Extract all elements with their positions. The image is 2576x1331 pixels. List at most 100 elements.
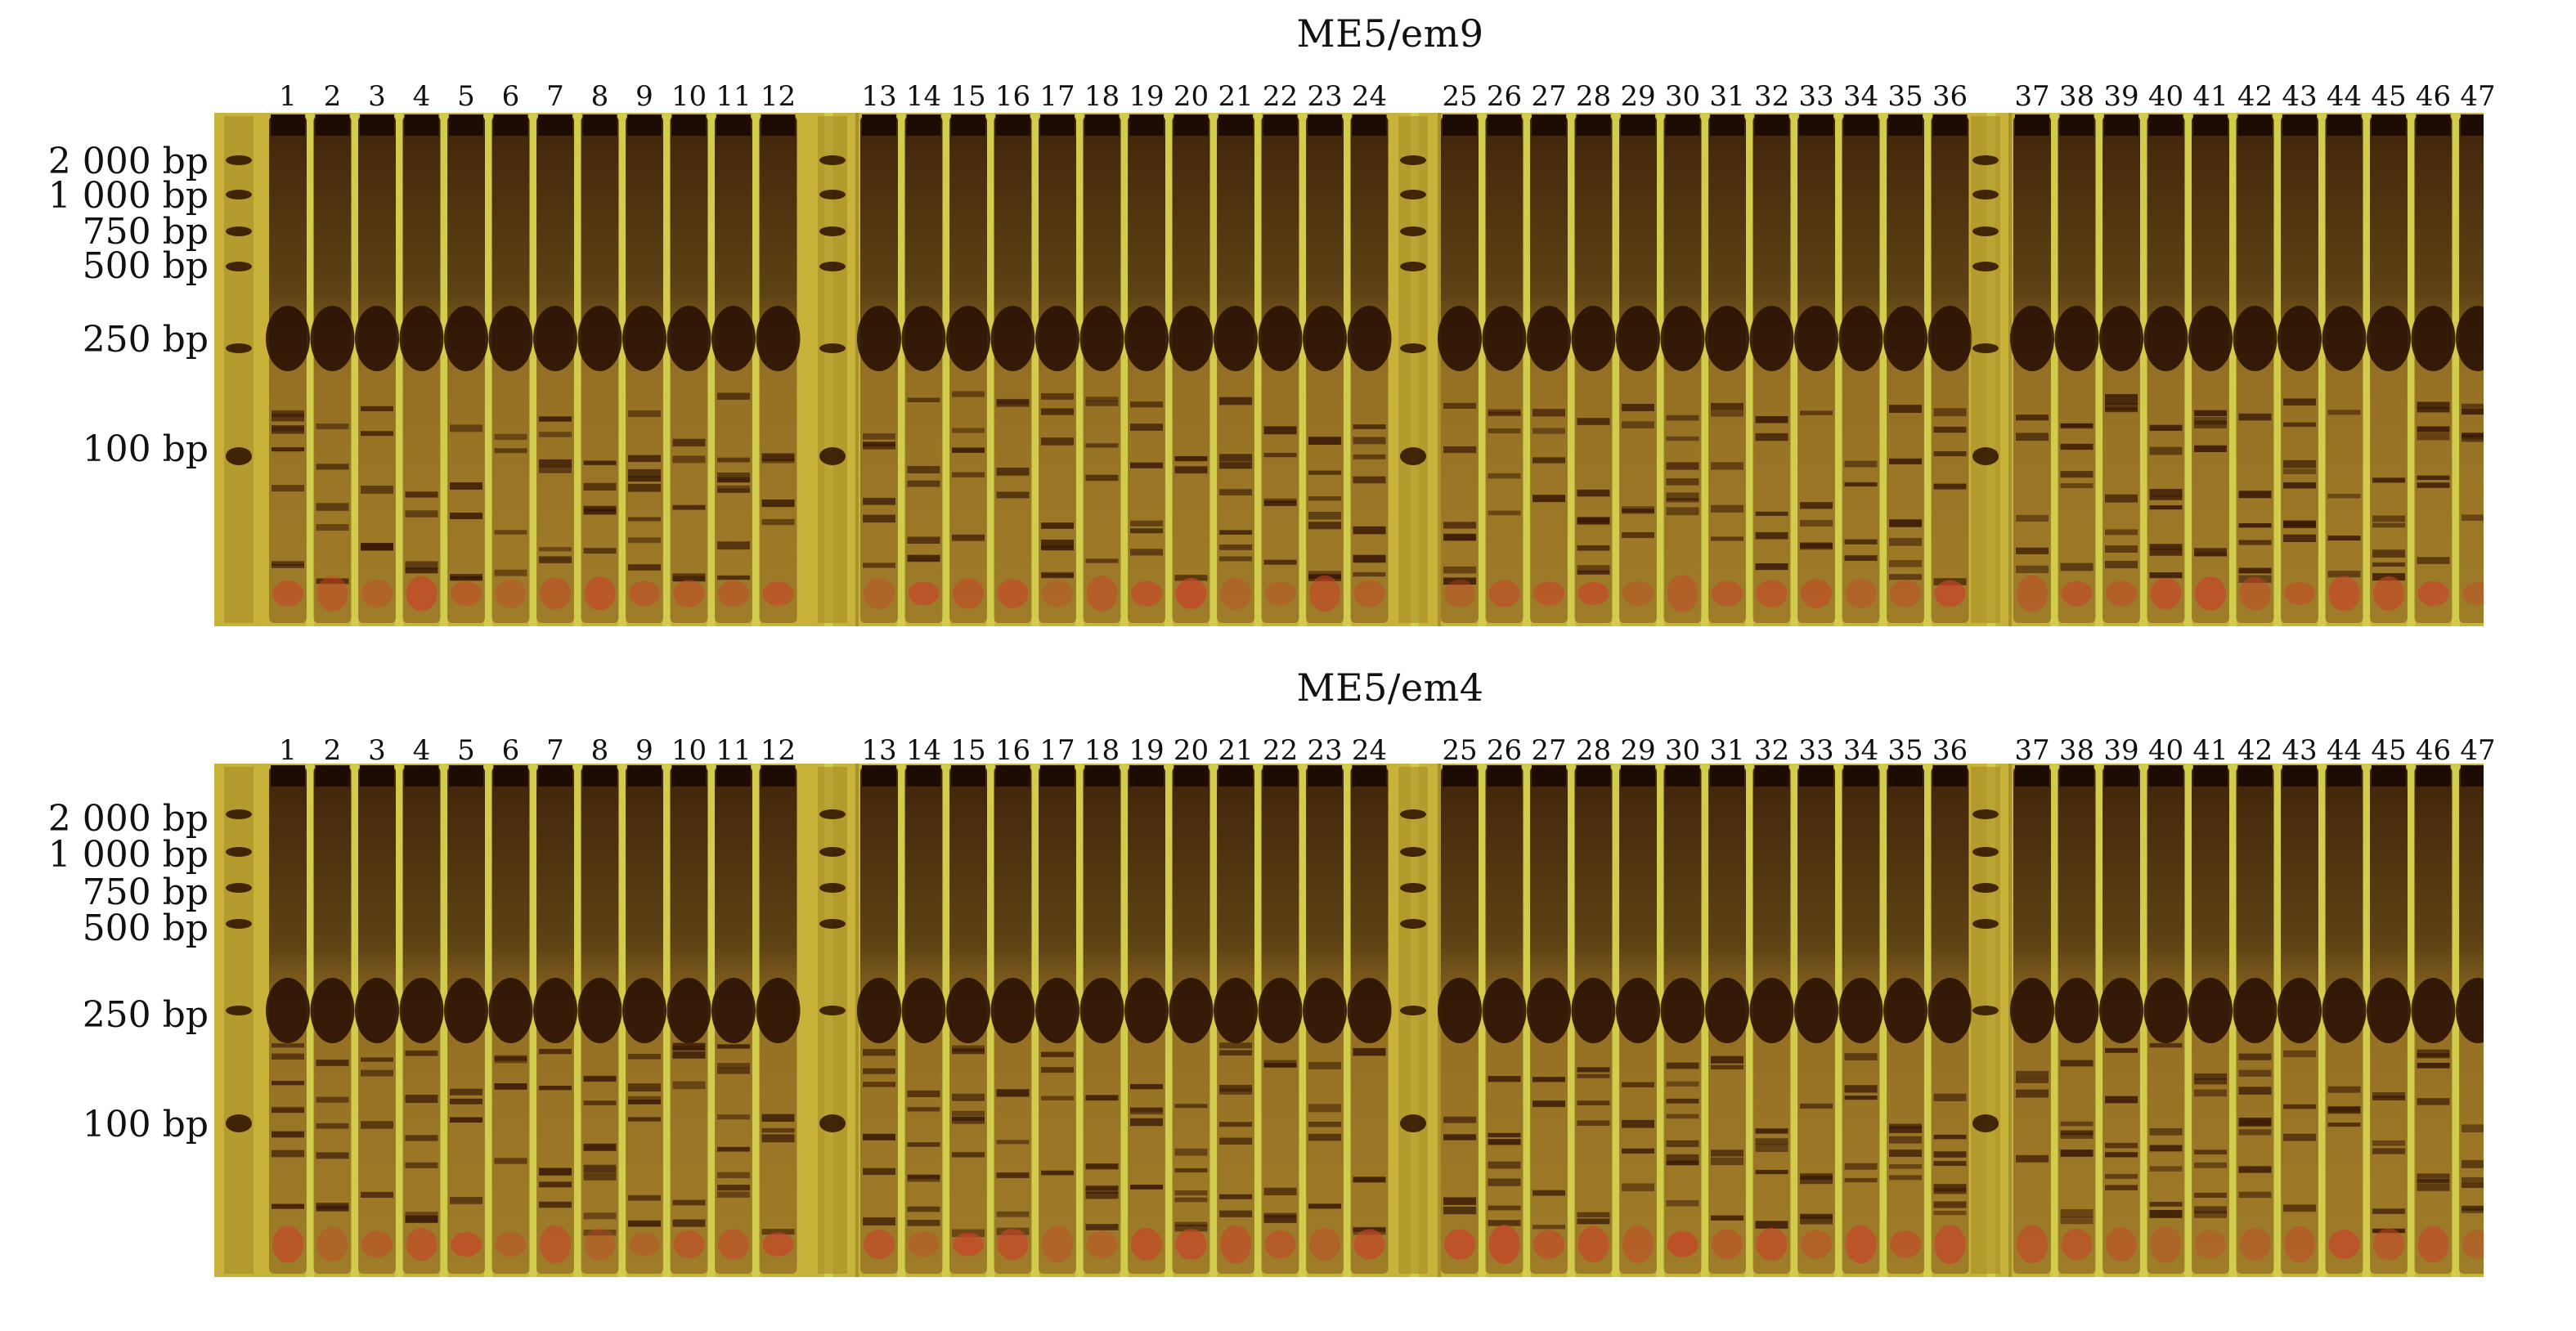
gel-band bbox=[1622, 580, 1654, 607]
ladder-band bbox=[1400, 919, 1426, 929]
gel-band bbox=[2061, 1228, 2093, 1261]
gel-band bbox=[997, 1228, 1029, 1261]
gel-band bbox=[1533, 1225, 1565, 1230]
gel-band bbox=[361, 543, 393, 550]
gel-band bbox=[1308, 1061, 1341, 1069]
gel-band bbox=[2372, 522, 2405, 528]
ladder-band bbox=[819, 847, 846, 857]
lane-number: 5 bbox=[457, 80, 475, 113]
lane-gap bbox=[1298, 113, 1307, 626]
lane-number: 1 bbox=[279, 734, 297, 767]
ladder-band bbox=[819, 190, 846, 199]
gel-well bbox=[716, 765, 751, 786]
gel-band bbox=[2105, 1185, 2138, 1190]
gel-lane bbox=[1169, 114, 1214, 623]
gel-band bbox=[1844, 460, 1878, 468]
lane-gap bbox=[1030, 113, 1039, 626]
gel-band bbox=[628, 455, 661, 463]
lane-gap bbox=[1343, 764, 1352, 1277]
gel-band bbox=[361, 486, 393, 494]
gel-band bbox=[1353, 526, 1386, 535]
lane-gap bbox=[1209, 113, 1218, 626]
gel-band bbox=[2462, 1208, 2484, 1213]
gel-band bbox=[1443, 402, 1476, 409]
size-label: 2 000 bp bbox=[47, 798, 209, 840]
gel-band bbox=[2238, 1053, 2272, 1060]
gel-band bbox=[2060, 1133, 2094, 1139]
lane-number: 24 bbox=[1351, 734, 1388, 767]
ladder-band bbox=[226, 1114, 252, 1132]
gel-band bbox=[539, 1086, 572, 1091]
gel-band bbox=[1219, 530, 1252, 535]
size-label: 500 bp bbox=[82, 908, 209, 949]
gel-well bbox=[1040, 114, 1075, 136]
gel-well bbox=[582, 765, 617, 786]
lane-number: 7 bbox=[546, 80, 564, 113]
lane-gap bbox=[528, 113, 537, 626]
lane-number: 23 bbox=[1307, 734, 1343, 767]
ladder-band bbox=[226, 847, 252, 857]
gel-divider bbox=[1438, 113, 1441, 626]
gel-well bbox=[2148, 114, 2183, 136]
gel-lane bbox=[2143, 765, 2188, 1274]
gel-band bbox=[1756, 1227, 1788, 1262]
lane-gap bbox=[306, 113, 315, 626]
gel-well bbox=[2416, 765, 2451, 786]
gel-well bbox=[1084, 765, 1120, 786]
lane-number: 2 bbox=[323, 80, 342, 113]
gel-band bbox=[2327, 1105, 2361, 1112]
gel-band bbox=[1889, 519, 1922, 527]
gel-band bbox=[1933, 1151, 1967, 1158]
gel-band bbox=[1794, 306, 1838, 371]
gel-lane bbox=[1571, 765, 1616, 1274]
gel-band bbox=[1800, 519, 1833, 527]
gel-band bbox=[2194, 1150, 2227, 1155]
gel-band bbox=[1353, 1229, 1385, 1260]
gel-band bbox=[405, 1162, 438, 1168]
gel-band bbox=[539, 459, 572, 468]
gel-band bbox=[1666, 415, 1699, 421]
gel-band bbox=[583, 1172, 617, 1181]
lane-gap bbox=[1611, 764, 1620, 1277]
ladder-band bbox=[1400, 883, 1426, 893]
gel-band bbox=[1666, 492, 1699, 501]
lane-gap bbox=[528, 764, 537, 1277]
gel-band bbox=[2372, 1140, 2405, 1146]
gel-band bbox=[2060, 1060, 2094, 1067]
gel-well bbox=[1263, 765, 1298, 786]
gel-band bbox=[1488, 1205, 1521, 1211]
gel-lane bbox=[444, 114, 488, 623]
gel-lane bbox=[355, 765, 399, 1274]
lane-number: 32 bbox=[1753, 734, 1790, 767]
gel-band bbox=[756, 306, 801, 371]
ladder-band bbox=[1400, 343, 1426, 353]
gel-well bbox=[2372, 765, 2406, 786]
gel-band bbox=[761, 453, 795, 461]
gel-band bbox=[761, 1114, 795, 1123]
size-label: 2 000 bp bbox=[47, 141, 209, 182]
gel-band bbox=[1219, 454, 1252, 462]
gel-band bbox=[1353, 1047, 1386, 1056]
size-label: 250 bp bbox=[82, 319, 209, 361]
panel-title: ME5/em9 bbox=[1296, 11, 1484, 56]
gel-band bbox=[1085, 1224, 1119, 1230]
gel-well bbox=[1443, 765, 1477, 786]
gel-lane bbox=[946, 114, 990, 623]
gel-well bbox=[493, 765, 528, 786]
lane-gap bbox=[617, 113, 626, 626]
gel-band bbox=[2099, 978, 2143, 1043]
gel-band bbox=[444, 978, 488, 1043]
gel-band bbox=[1889, 1123, 1922, 1129]
gel-band bbox=[1308, 1203, 1341, 1209]
gel-band bbox=[1577, 581, 1609, 606]
gel-well bbox=[1932, 765, 1968, 786]
gel-band bbox=[405, 1215, 438, 1222]
gel-band bbox=[1616, 978, 1660, 1043]
gel-band bbox=[1800, 1213, 1833, 1219]
gel-band bbox=[399, 306, 444, 371]
gel-band bbox=[1844, 555, 1878, 561]
gel-band bbox=[494, 433, 527, 440]
gel-band bbox=[1130, 1185, 1163, 1190]
gel-band bbox=[1131, 580, 1162, 607]
gel-band bbox=[2372, 1208, 2405, 1214]
